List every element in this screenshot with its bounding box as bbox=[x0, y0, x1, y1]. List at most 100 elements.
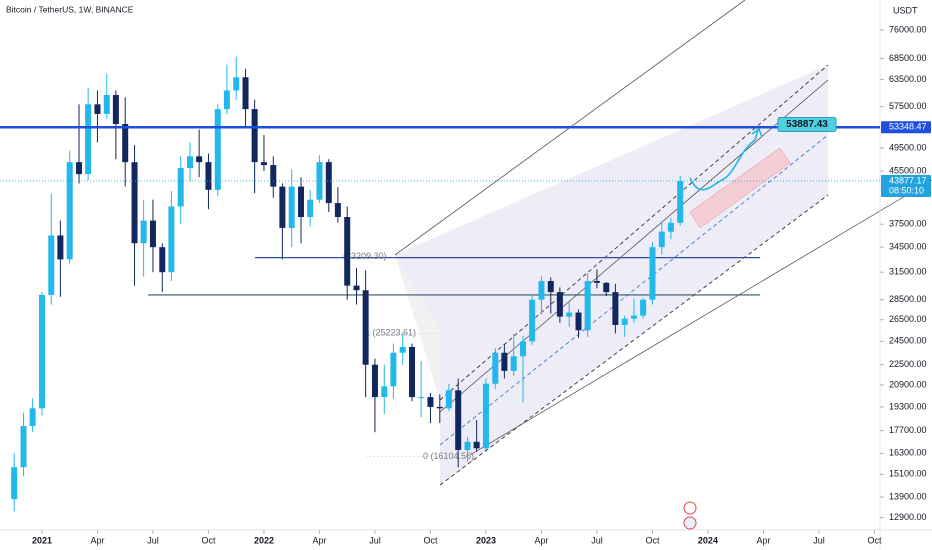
target-box bbox=[777, 117, 837, 133]
y-tick-label: 31500.00 bbox=[889, 267, 927, 277]
chart-title: Bitcoin / TetherUS, 1W, BINANCE bbox=[6, 4, 134, 14]
candle-body bbox=[270, 165, 277, 187]
x-tick-label: Oct bbox=[423, 535, 438, 545]
candle-body bbox=[122, 123, 129, 163]
channel-mid bbox=[439, 134, 829, 446]
candle-body bbox=[658, 231, 665, 248]
candle-body bbox=[473, 441, 480, 449]
candle-body bbox=[251, 109, 258, 163]
x-tick-label: Oct bbox=[201, 535, 216, 545]
candle-body bbox=[436, 406, 443, 409]
candle-body bbox=[187, 156, 194, 169]
y-tick-label: 34500.00 bbox=[889, 242, 927, 252]
y-tick-label: 28500.00 bbox=[889, 294, 927, 304]
candle-body bbox=[298, 186, 305, 217]
candle-body bbox=[492, 352, 499, 384]
x-tick-label: Jul bbox=[147, 535, 159, 545]
candle-body bbox=[48, 235, 55, 295]
candle-body bbox=[649, 247, 656, 300]
candle-body bbox=[334, 203, 341, 217]
level-label: (33209.30) bbox=[343, 251, 387, 261]
candle-body bbox=[418, 397, 425, 399]
candle-body bbox=[131, 162, 138, 244]
candle-body bbox=[214, 109, 221, 190]
candle-body bbox=[76, 162, 83, 175]
candle-body bbox=[159, 247, 166, 273]
candle-body bbox=[260, 162, 267, 166]
x-tick-label: Jul bbox=[591, 535, 603, 545]
candle-body bbox=[677, 181, 684, 223]
candle-body bbox=[66, 162, 73, 260]
channel-lower-solid bbox=[469, 179, 932, 456]
candle-body bbox=[29, 408, 36, 427]
candle-body bbox=[612, 292, 619, 325]
y-tick-label: 26500.00 bbox=[889, 314, 927, 324]
x-tick-label: Oct bbox=[867, 535, 882, 545]
x-tick-label: Apr bbox=[312, 535, 326, 545]
candle-body bbox=[445, 390, 452, 409]
candle-body bbox=[603, 282, 610, 293]
candle-body bbox=[307, 199, 314, 217]
candle-body bbox=[464, 441, 471, 450]
candle-body bbox=[20, 426, 27, 468]
price-label: 43877.17 bbox=[889, 175, 927, 185]
candle-body bbox=[353, 285, 360, 291]
candle-body bbox=[510, 356, 517, 371]
price-label-box bbox=[881, 121, 931, 134]
candle-body bbox=[196, 156, 203, 163]
candle-body bbox=[94, 104, 101, 114]
y-tick-label: 68500.00 bbox=[889, 53, 927, 63]
candle-body bbox=[547, 281, 554, 293]
candle-body bbox=[288, 186, 295, 228]
candle-body bbox=[390, 352, 397, 387]
y-tick-label: 20900.00 bbox=[889, 379, 927, 389]
x-tick-label: Jul bbox=[813, 535, 825, 545]
candle-body bbox=[556, 292, 563, 317]
x-tick-label: 2022 bbox=[254, 535, 274, 545]
y-tick-label: 19300.00 bbox=[889, 401, 927, 411]
y-tick-label: 45500.00 bbox=[889, 165, 927, 175]
x-tick-label: Jul bbox=[369, 535, 381, 545]
candle-body bbox=[631, 315, 638, 319]
candle-body bbox=[112, 94, 119, 124]
drawings: (33209.30) 0 (16104.56) 1 (25223.61) bbox=[148, 0, 932, 486]
x-tick-label: Apr bbox=[534, 535, 548, 545]
candle-body bbox=[168, 206, 175, 273]
y-axis-label: USDT bbox=[893, 5, 918, 15]
candle-body bbox=[667, 222, 674, 232]
candle-body bbox=[584, 281, 591, 331]
candle-body bbox=[140, 220, 147, 244]
y-tick-label: 49500.00 bbox=[889, 142, 927, 152]
candle-body bbox=[85, 104, 92, 175]
target-zone bbox=[689, 147, 791, 229]
event-icon[interactable] bbox=[683, 501, 697, 515]
price-countdown: 08:50:10 bbox=[889, 185, 924, 195]
candle-body bbox=[501, 352, 508, 371]
fib-label: 1 (25223.61) bbox=[365, 328, 416, 338]
fib-label: 0 (16104.56) bbox=[423, 451, 474, 461]
y-tick-label: 13900.00 bbox=[889, 492, 927, 502]
candle-body bbox=[177, 168, 184, 207]
candle-body bbox=[640, 299, 647, 316]
candle-body bbox=[242, 77, 249, 110]
candle-body bbox=[520, 341, 527, 357]
candle-body bbox=[362, 290, 369, 365]
y-tick-label: 17700.00 bbox=[889, 425, 927, 435]
x-tick-label: Apr bbox=[756, 535, 770, 545]
candle-body bbox=[427, 397, 434, 407]
price-label-box bbox=[881, 175, 931, 198]
candle-body bbox=[482, 383, 489, 449]
candle-body bbox=[205, 162, 212, 190]
forecast-path bbox=[689, 129, 759, 191]
channel-shade bbox=[395, 255, 440, 400]
event-icon[interactable] bbox=[683, 516, 697, 530]
candle-body bbox=[621, 318, 628, 325]
candle-body bbox=[57, 235, 64, 260]
candle-body bbox=[538, 281, 545, 300]
candle-body bbox=[371, 364, 378, 398]
candle-body bbox=[399, 346, 406, 353]
y-tick-label: 16300.00 bbox=[889, 448, 927, 458]
x-tick-label: 2023 bbox=[476, 535, 496, 545]
candle-body bbox=[11, 467, 18, 500]
